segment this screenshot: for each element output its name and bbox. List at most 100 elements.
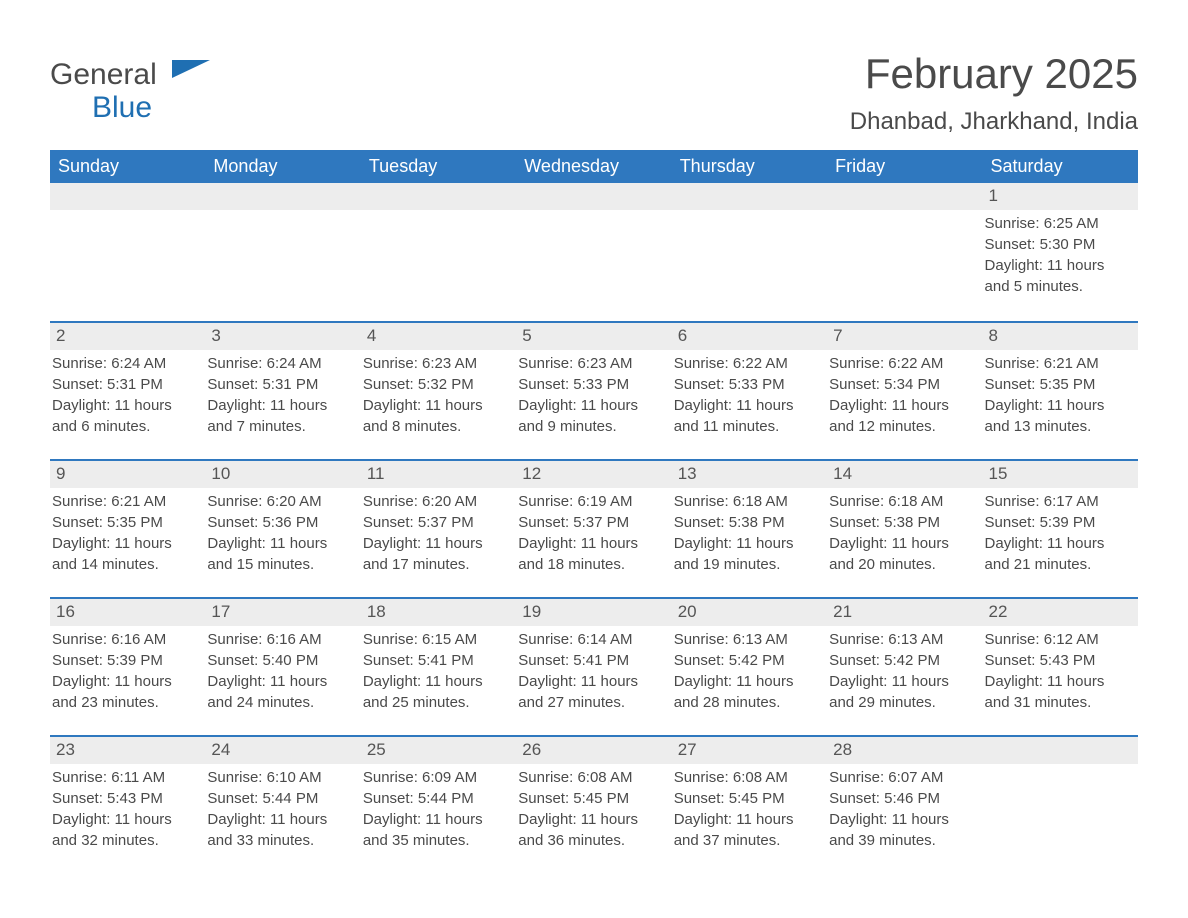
sunrise-line: Sunrise: 6:17 AM (985, 492, 1132, 512)
calendar-day-cell: 21 Sunrise: 6:13 AMSunset: 5:42 PMDayligh… (827, 599, 982, 735)
day-number-bar: 22 (983, 599, 1138, 626)
calendar-week: 9Sunrise: 6:21 AMSunset: 5:35 PMDaylight… (50, 459, 1138, 597)
sunset-line: Sunset: 5:42 PM (674, 651, 821, 671)
sunset-line: Sunset: 5:44 PM (363, 789, 510, 809)
day-number-bar: 1 (983, 183, 1138, 210)
day-number-bar (50, 183, 205, 210)
sunset-line: Sunset: 5:31 PM (207, 375, 354, 395)
logo-text-blue: Blue (92, 91, 152, 124)
calendar-week: 1 Sunrise: 6:25 AMSunset: 5:30 PMDaylight… (50, 183, 1138, 321)
sunset-line: Sunset: 5:33 PM (518, 375, 665, 395)
sunset-line: Sunset: 5:43 PM (985, 651, 1132, 671)
sunrise-line: Sunrise: 6:24 AM (52, 354, 199, 374)
day-number-bar (983, 737, 1138, 764)
location-subtitle: Dhanbad, Jharkhand, India (850, 108, 1138, 136)
day-number-bar: 24 (205, 737, 360, 764)
day-details: Sunrise: 6:24 AMSunset: 5:31 PMDaylight:… (207, 354, 354, 437)
page-header: General Blue February 2025 Dhanbad, Jhar… (50, 50, 1138, 136)
calendar-day-cell: 2Sunrise: 6:24 AMSunset: 5:31 PMDaylight… (50, 323, 205, 459)
day-details: Sunrise: 6:25 AMSunset: 5:30 PMDaylight:… (985, 214, 1132, 297)
day-number-bar: 12 (516, 461, 671, 488)
sunrise-line: Sunrise: 6:08 AM (518, 768, 665, 788)
calendar-week: 2Sunrise: 6:24 AMSunset: 5:31 PMDaylight… (50, 321, 1138, 459)
sunrise-line: Sunrise: 6:14 AM (518, 630, 665, 650)
day-number-bar: 26 (516, 737, 671, 764)
day-details: Sunrise: 6:15 AMSunset: 5:41 PMDaylight:… (363, 630, 510, 713)
dow-cell: Thursday (672, 150, 827, 183)
sunrise-line: Sunrise: 6:11 AM (52, 768, 199, 788)
calendar-day-cell: 15Sunrise: 6:17 AMSunset: 5:39 PMDayligh… (983, 461, 1138, 597)
sunrise-line: Sunrise: 6:13 AM (674, 630, 821, 650)
calendar-body: 1 Sunrise: 6:25 AMSunset: 5:30 PMDaylight… (50, 183, 1138, 873)
day-details: Sunrise: 6:08 AMSunset: 5:45 PMDaylight:… (518, 768, 665, 851)
sunrise-line: Sunrise: 6:22 AM (829, 354, 976, 374)
day-number-bar (361, 183, 516, 210)
sunset-line: Sunset: 5:36 PM (207, 513, 354, 533)
daylight-line: Daylight: 11 hours and 18 minutes. (518, 534, 665, 575)
sunset-line: Sunset: 5:30 PM (985, 235, 1132, 255)
calendar-day-cell: 18 Sunrise: 6:15 AMSunset: 5:41 PMDayligh… (361, 599, 516, 735)
sunset-line: Sunset: 5:42 PM (829, 651, 976, 671)
day-details: Sunrise: 6:20 AMSunset: 5:37 PMDaylight:… (363, 492, 510, 575)
sunrise-line: Sunrise: 6:16 AM (52, 630, 199, 650)
day-number-bar: 18 (361, 599, 516, 626)
daylight-line: Daylight: 11 hours and 35 minutes. (363, 810, 510, 851)
calendar-day-cell: 26 Sunrise: 6:08 AMSunset: 5:45 PMDayligh… (516, 737, 671, 873)
day-details: Sunrise: 6:23 AMSunset: 5:32 PMDaylight:… (363, 354, 510, 437)
day-number-bar: 21 (827, 599, 982, 626)
day-details: Sunrise: 6:23 AMSunset: 5:33 PMDaylight:… (518, 354, 665, 437)
calendar-day-cell (50, 183, 205, 321)
calendar-day-cell: 4 Sunrise: 6:23 AMSunset: 5:32 PMDaylight… (361, 323, 516, 459)
day-number-bar: 8 (983, 323, 1138, 350)
sunrise-line: Sunrise: 6:15 AM (363, 630, 510, 650)
dow-cell: Wednesday (516, 150, 671, 183)
logo-text-general: General (50, 58, 157, 91)
sunrise-line: Sunrise: 6:21 AM (52, 492, 199, 512)
daylight-line: Daylight: 11 hours and 37 minutes. (674, 810, 821, 851)
dow-cell: Saturday (983, 150, 1138, 183)
day-number-bar: 6 (672, 323, 827, 350)
day-number-bar: 14 (827, 461, 982, 488)
sunrise-line: Sunrise: 6:13 AM (829, 630, 976, 650)
sunset-line: Sunset: 5:37 PM (518, 513, 665, 533)
month-title: February 2025 (850, 50, 1138, 98)
sunrise-line: Sunrise: 6:23 AM (518, 354, 665, 374)
calendar-week: 16Sunrise: 6:16 AMSunset: 5:39 PMDayligh… (50, 597, 1138, 735)
calendar-day-cell (827, 183, 982, 321)
day-number-bar: 5 (516, 323, 671, 350)
calendar-day-cell: 19Sunrise: 6:14 AMSunset: 5:41 PMDayligh… (516, 599, 671, 735)
day-number-bar (672, 183, 827, 210)
calendar-day-cell: 11 Sunrise: 6:20 AMSunset: 5:37 PMDayligh… (361, 461, 516, 597)
calendar-day-cell: 23Sunrise: 6:11 AMSunset: 5:43 PMDayligh… (50, 737, 205, 873)
day-details: Sunrise: 6:22 AMSunset: 5:34 PMDaylight:… (829, 354, 976, 437)
daylight-line: Daylight: 11 hours and 19 minutes. (674, 534, 821, 575)
daylight-line: Daylight: 11 hours and 33 minutes. (207, 810, 354, 851)
day-details: Sunrise: 6:18 AMSunset: 5:38 PMDaylight:… (829, 492, 976, 575)
sunrise-line: Sunrise: 6:08 AM (674, 768, 821, 788)
title-block: February 2025 Dhanbad, Jharkhand, India (850, 50, 1138, 136)
sunset-line: Sunset: 5:41 PM (363, 651, 510, 671)
calendar-day-cell: 25Sunrise: 6:09 AMSunset: 5:44 PMDayligh… (361, 737, 516, 873)
daylight-line: Daylight: 11 hours and 25 minutes. (363, 672, 510, 713)
daylight-line: Daylight: 11 hours and 13 minutes. (985, 396, 1132, 437)
day-details: Sunrise: 6:12 AMSunset: 5:43 PMDaylight:… (985, 630, 1132, 713)
day-number-bar (516, 183, 671, 210)
sunrise-line: Sunrise: 6:09 AM (363, 768, 510, 788)
day-details: Sunrise: 6:13 AMSunset: 5:42 PMDaylight:… (674, 630, 821, 713)
calendar-day-cell (205, 183, 360, 321)
day-details: Sunrise: 6:13 AMSunset: 5:42 PMDaylight:… (829, 630, 976, 713)
dow-cell: Friday (827, 150, 982, 183)
sunset-line: Sunset: 5:45 PM (518, 789, 665, 809)
day-number-bar: 11 (361, 461, 516, 488)
sunset-line: Sunset: 5:37 PM (363, 513, 510, 533)
calendar-day-cell: 6Sunrise: 6:22 AMSunset: 5:33 PMDaylight… (672, 323, 827, 459)
sunset-line: Sunset: 5:32 PM (363, 375, 510, 395)
day-details: Sunrise: 6:16 AMSunset: 5:40 PMDaylight:… (207, 630, 354, 713)
day-number-bar: 4 (361, 323, 516, 350)
daylight-line: Daylight: 11 hours and 20 minutes. (829, 534, 976, 575)
daylight-line: Daylight: 11 hours and 12 minutes. (829, 396, 976, 437)
calendar-day-cell: 22 Sunrise: 6:12 AMSunset: 5:43 PMDayligh… (983, 599, 1138, 735)
day-number-bar: 10 (205, 461, 360, 488)
day-number-bar (827, 183, 982, 210)
calendar-day-cell: 28Sunrise: 6:07 AMSunset: 5:46 PMDayligh… (827, 737, 982, 873)
